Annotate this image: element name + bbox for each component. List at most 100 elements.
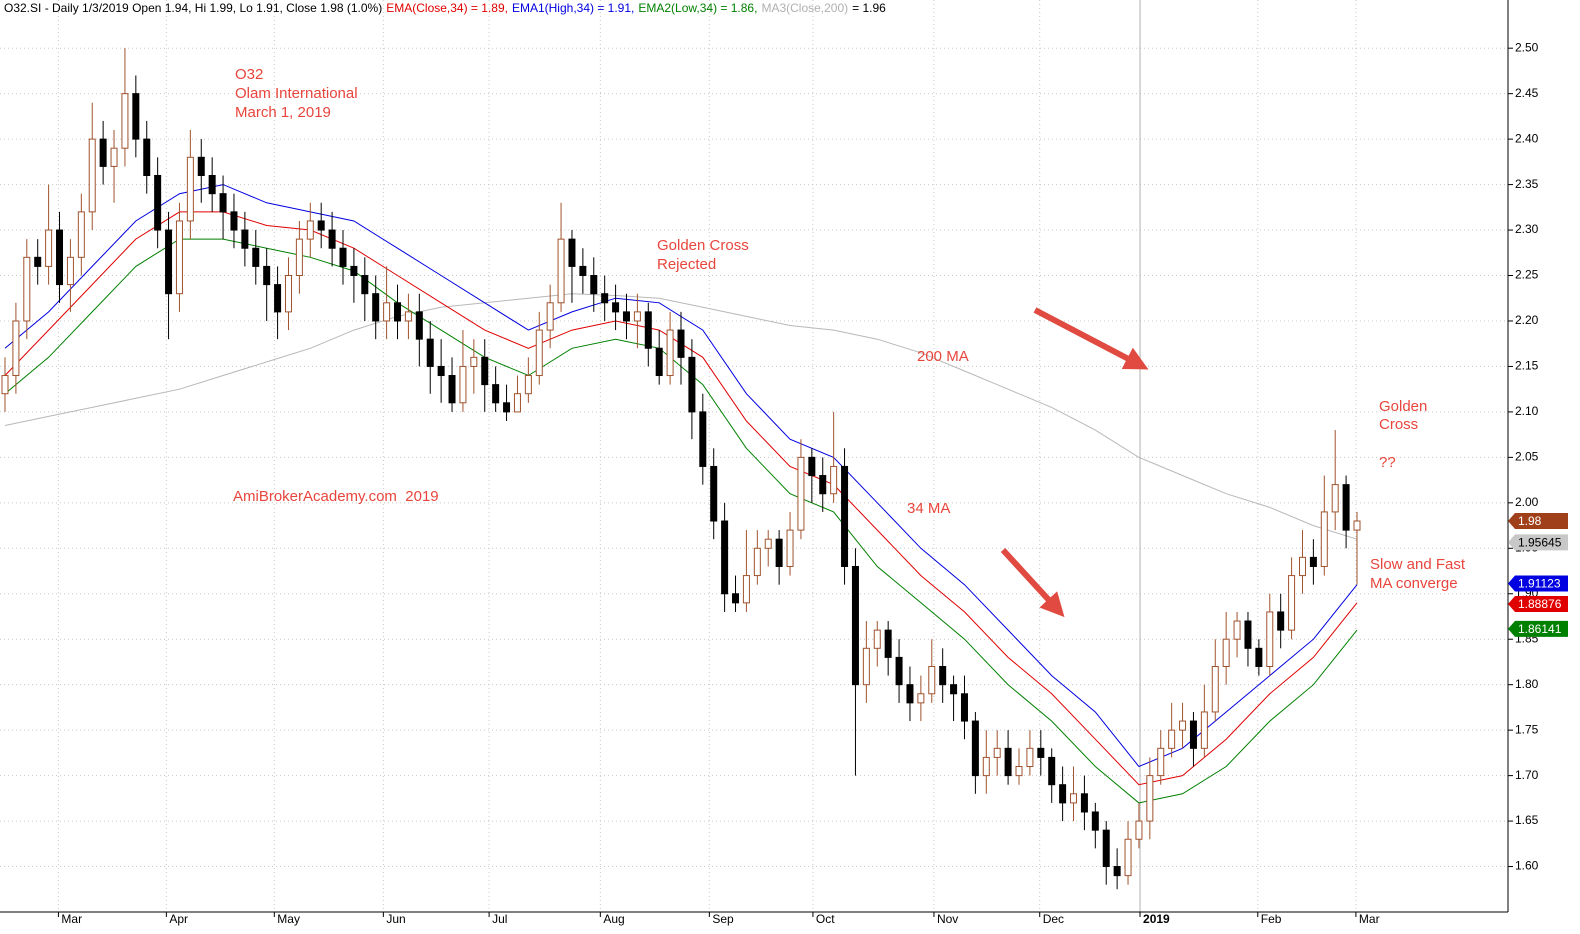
x-tick-label: Jul: [492, 912, 507, 926]
y-tick-label: 2.00: [1515, 495, 1539, 509]
candle-body: [1342, 484, 1350, 531]
value-tag: [1508, 575, 1568, 592]
candle-body: [633, 311, 641, 322]
candle-body: [753, 547, 761, 577]
candle-body: [797, 456, 805, 531]
candle-body: [186, 156, 194, 222]
candle-body: [1298, 556, 1306, 577]
candle-body: [219, 193, 227, 213]
candle-body: [110, 147, 118, 167]
candle-body: [1211, 665, 1219, 713]
candle-body: [546, 302, 554, 331]
x-tick-label: Dec: [1043, 912, 1064, 926]
y-tick-label: 2.05: [1515, 450, 1539, 464]
candle-body: [372, 293, 380, 322]
header-part: EMA1(High,34) = 1.91,: [512, 1, 634, 15]
candle-body: [34, 256, 42, 267]
candle-body: [415, 311, 423, 340]
candle-body: [655, 347, 663, 377]
x-tick-label: 2019: [1143, 912, 1170, 926]
header-part: EMA2(Low,34) = 1.86,: [638, 1, 757, 15]
candle-body: [1004, 747, 1012, 777]
candle-body: [841, 465, 849, 567]
candle-body: [1233, 620, 1241, 640]
annotation: Rejected: [657, 256, 716, 273]
header-part: MA3(Close,200): [761, 1, 848, 15]
candle-body: [960, 693, 968, 722]
candle-body: [950, 684, 958, 695]
candle-body: [993, 747, 1001, 758]
value-tag: [1508, 534, 1568, 551]
candle-body: [513, 393, 521, 413]
candle-body: [688, 356, 696, 413]
arrow: [1000, 547, 1065, 618]
candle-body: [906, 684, 914, 704]
x-tick-label: Feb: [1261, 912, 1282, 926]
candle-body: [1146, 775, 1154, 822]
candle-body: [982, 756, 990, 777]
candle-body: [928, 665, 936, 695]
candle-body: [1, 375, 9, 395]
candle-body: [1179, 720, 1187, 731]
y-tick-label: 1.75: [1515, 722, 1539, 736]
candle-body: [1026, 747, 1034, 768]
candle-body: [1102, 829, 1110, 868]
candle-body: [448, 375, 456, 404]
candle-body: [1309, 556, 1317, 567]
candle-body: [1288, 575, 1296, 631]
candle-body: [873, 629, 881, 649]
candle-body: [917, 693, 925, 704]
candle-body: [317, 220, 325, 231]
candle-body: [263, 265, 271, 286]
annotation: Golden: [1379, 398, 1427, 415]
value-tag-label: 1.91123: [1518, 577, 1561, 591]
candle-body: [45, 229, 53, 267]
candle-body: [481, 356, 489, 386]
candle-body: [721, 520, 729, 595]
candle-body: [808, 456, 816, 477]
candle-body: [601, 293, 609, 304]
y-tick-label: 2.20: [1515, 313, 1539, 327]
y-tick-label: 2.40: [1515, 131, 1539, 145]
candle-body: [328, 229, 336, 249]
x-tick-label: Mar: [1359, 912, 1380, 926]
candle-body: [622, 311, 630, 322]
x-tick-label: Sep: [712, 912, 734, 926]
y-tick-label: 2.10: [1515, 404, 1539, 418]
candle-body: [132, 93, 140, 140]
candle-body: [175, 220, 183, 295]
candle-body: [1135, 820, 1143, 840]
y-tick-label: 1.60: [1515, 859, 1539, 873]
candle-body: [830, 465, 838, 495]
candle-body: [459, 365, 467, 404]
annotation: Cross: [1379, 416, 1418, 433]
candle-body: [775, 538, 783, 567]
value-tag-label: 1.86141: [1518, 622, 1562, 636]
candle-body: [1048, 756, 1056, 786]
y-tick-label: 2.50: [1515, 40, 1539, 54]
candle-body: [437, 365, 445, 377]
candle-body: [1266, 611, 1274, 667]
candle-body: [590, 275, 598, 295]
candle-body: [699, 411, 707, 467]
candle-body: [1091, 811, 1099, 831]
candle-body: [339, 247, 347, 267]
candle-body: [557, 238, 565, 304]
candle-body: [895, 656, 903, 686]
candle-body: [1037, 747, 1045, 758]
x-tick-label: Nov: [937, 912, 958, 926]
candle-body: [1353, 520, 1361, 531]
candle-body: [143, 138, 151, 176]
value-tag: [1508, 620, 1568, 637]
candle-body: [56, 229, 64, 286]
candle-body: [786, 529, 794, 567]
x-tick-label: May: [277, 912, 300, 926]
candle-body: [230, 211, 238, 231]
candle-body: [939, 665, 947, 686]
annotation: Slow and Fast: [1370, 556, 1466, 573]
annotation: March 1, 2019: [235, 104, 331, 121]
x-tick-label: Mar: [61, 912, 82, 926]
candle-body: [284, 275, 292, 313]
candle-body: [1168, 729, 1176, 749]
candle-body: [1320, 511, 1328, 567]
